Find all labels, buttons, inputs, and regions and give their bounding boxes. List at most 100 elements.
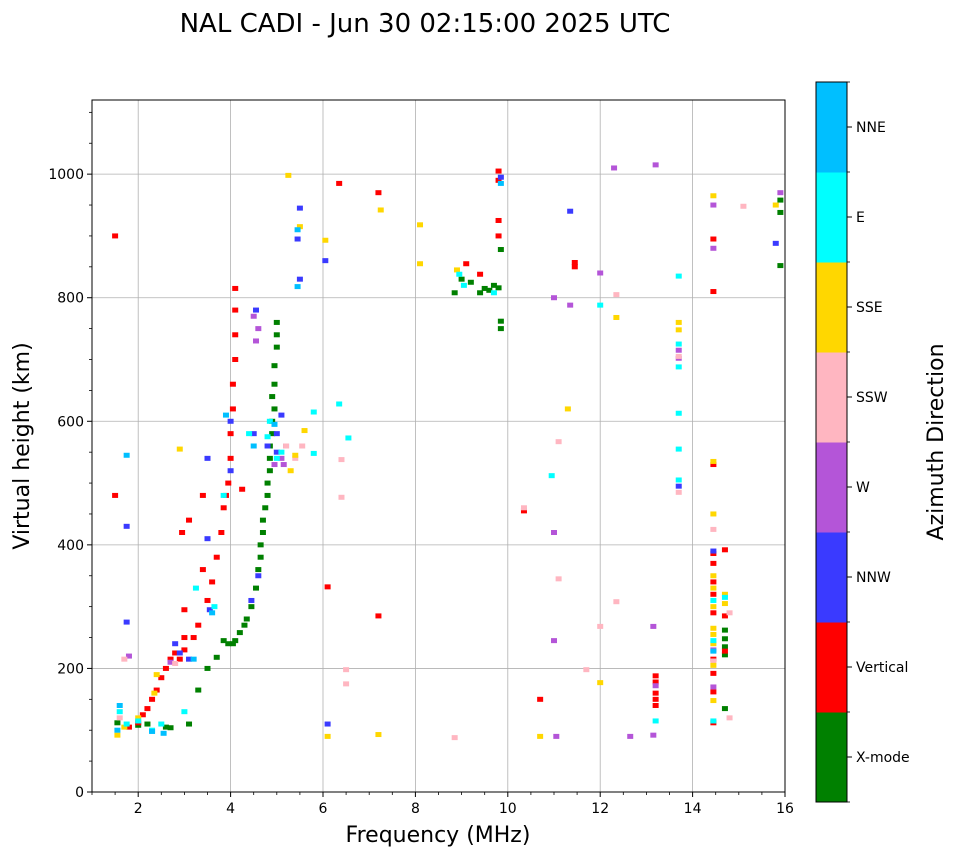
data-point	[280, 462, 287, 468]
x-axis-label: Frequency (MHz)	[346, 823, 531, 848]
data-point	[153, 687, 160, 693]
data-point	[204, 597, 211, 603]
data-point	[613, 599, 620, 605]
data-point	[495, 233, 502, 239]
data-point	[167, 656, 174, 662]
data-point	[144, 721, 151, 727]
data-point	[675, 410, 682, 416]
data-point	[123, 452, 130, 458]
data-point	[721, 594, 728, 600]
data-point	[477, 271, 484, 277]
data-point	[266, 455, 273, 461]
data-point	[229, 406, 236, 412]
data-point	[497, 247, 504, 253]
data-point	[186, 656, 193, 662]
colorbar-tick-label: SSE	[856, 300, 883, 316]
data-point	[721, 706, 728, 712]
data-point	[338, 494, 345, 500]
data-point	[721, 644, 728, 650]
data-point	[227, 431, 234, 437]
data-point	[551, 530, 557, 535]
data-point	[721, 648, 728, 654]
data-point	[652, 673, 659, 679]
data-point	[324, 721, 331, 727]
data-point	[273, 431, 280, 437]
colorbar-tick-label: NNE	[856, 120, 886, 136]
data-point	[710, 604, 717, 610]
data-point	[495, 217, 502, 223]
data-point	[613, 292, 620, 298]
data-point	[271, 363, 278, 369]
data-point	[294, 227, 301, 233]
data-point	[220, 638, 227, 644]
colorbar: X-mode Vertical NNW W SSW SSE E NNE	[815, 81, 910, 803]
data-point	[292, 455, 299, 461]
data-point	[497, 326, 504, 332]
data-point	[710, 236, 717, 242]
data-point	[555, 576, 562, 582]
data-point	[710, 689, 717, 695]
data-point	[257, 554, 264, 560]
data-point	[162, 724, 169, 730]
data-point	[144, 706, 151, 712]
data-point	[451, 290, 458, 296]
data-point	[181, 607, 188, 613]
data-point	[551, 295, 557, 301]
data-point	[232, 357, 239, 362]
y-tick-label: 1000	[48, 167, 84, 183]
data-point	[225, 480, 232, 486]
data-point	[222, 412, 229, 418]
data-point	[213, 554, 220, 560]
data-point	[114, 720, 121, 726]
data-point	[597, 270, 604, 276]
data-point	[229, 641, 236, 647]
x-tick-label: 10	[499, 801, 517, 817]
data-point	[675, 353, 682, 359]
data-point	[269, 431, 276, 437]
data-point	[299, 443, 306, 449]
data-point	[285, 172, 292, 178]
data-point	[227, 418, 234, 424]
data-point	[375, 613, 382, 619]
data-point	[250, 313, 257, 319]
data-point	[777, 190, 784, 196]
data-point	[710, 698, 717, 704]
x-tick-label: 2	[134, 801, 143, 817]
colorbar-tick-label: X-mode	[856, 750, 910, 766]
data-point	[239, 486, 246, 492]
data-point	[497, 318, 504, 324]
data-point	[710, 641, 717, 647]
data-point	[597, 680, 604, 686]
data-point	[199, 567, 206, 573]
data-point	[336, 401, 343, 407]
data-point	[537, 696, 544, 702]
data-point	[710, 526, 717, 532]
data-point	[597, 623, 604, 629]
grid-lines	[92, 100, 786, 792]
data-point	[227, 455, 234, 461]
data-point	[114, 732, 121, 738]
data-point	[199, 492, 206, 498]
data-point	[190, 656, 197, 662]
x-tick-label: 4	[226, 801, 235, 817]
colorbar-tick-label: W	[856, 480, 870, 496]
data-point	[710, 245, 717, 251]
data-point	[125, 653, 132, 659]
data-point	[135, 718, 142, 724]
data-point	[149, 696, 156, 702]
data-point	[652, 703, 659, 708]
data-point	[112, 492, 119, 498]
x-tick-label: 14	[684, 801, 702, 817]
data-point	[255, 567, 262, 573]
data-point	[116, 715, 123, 721]
data-point	[710, 193, 717, 199]
data-point	[273, 319, 280, 325]
data-point	[338, 457, 345, 463]
data-point	[227, 468, 234, 474]
y-tick-label: 800	[57, 291, 84, 307]
data-point	[583, 667, 590, 673]
data-point	[278, 412, 285, 418]
data-point	[181, 709, 188, 715]
y-tick-label: 600	[57, 414, 84, 430]
data-point	[310, 450, 317, 456]
